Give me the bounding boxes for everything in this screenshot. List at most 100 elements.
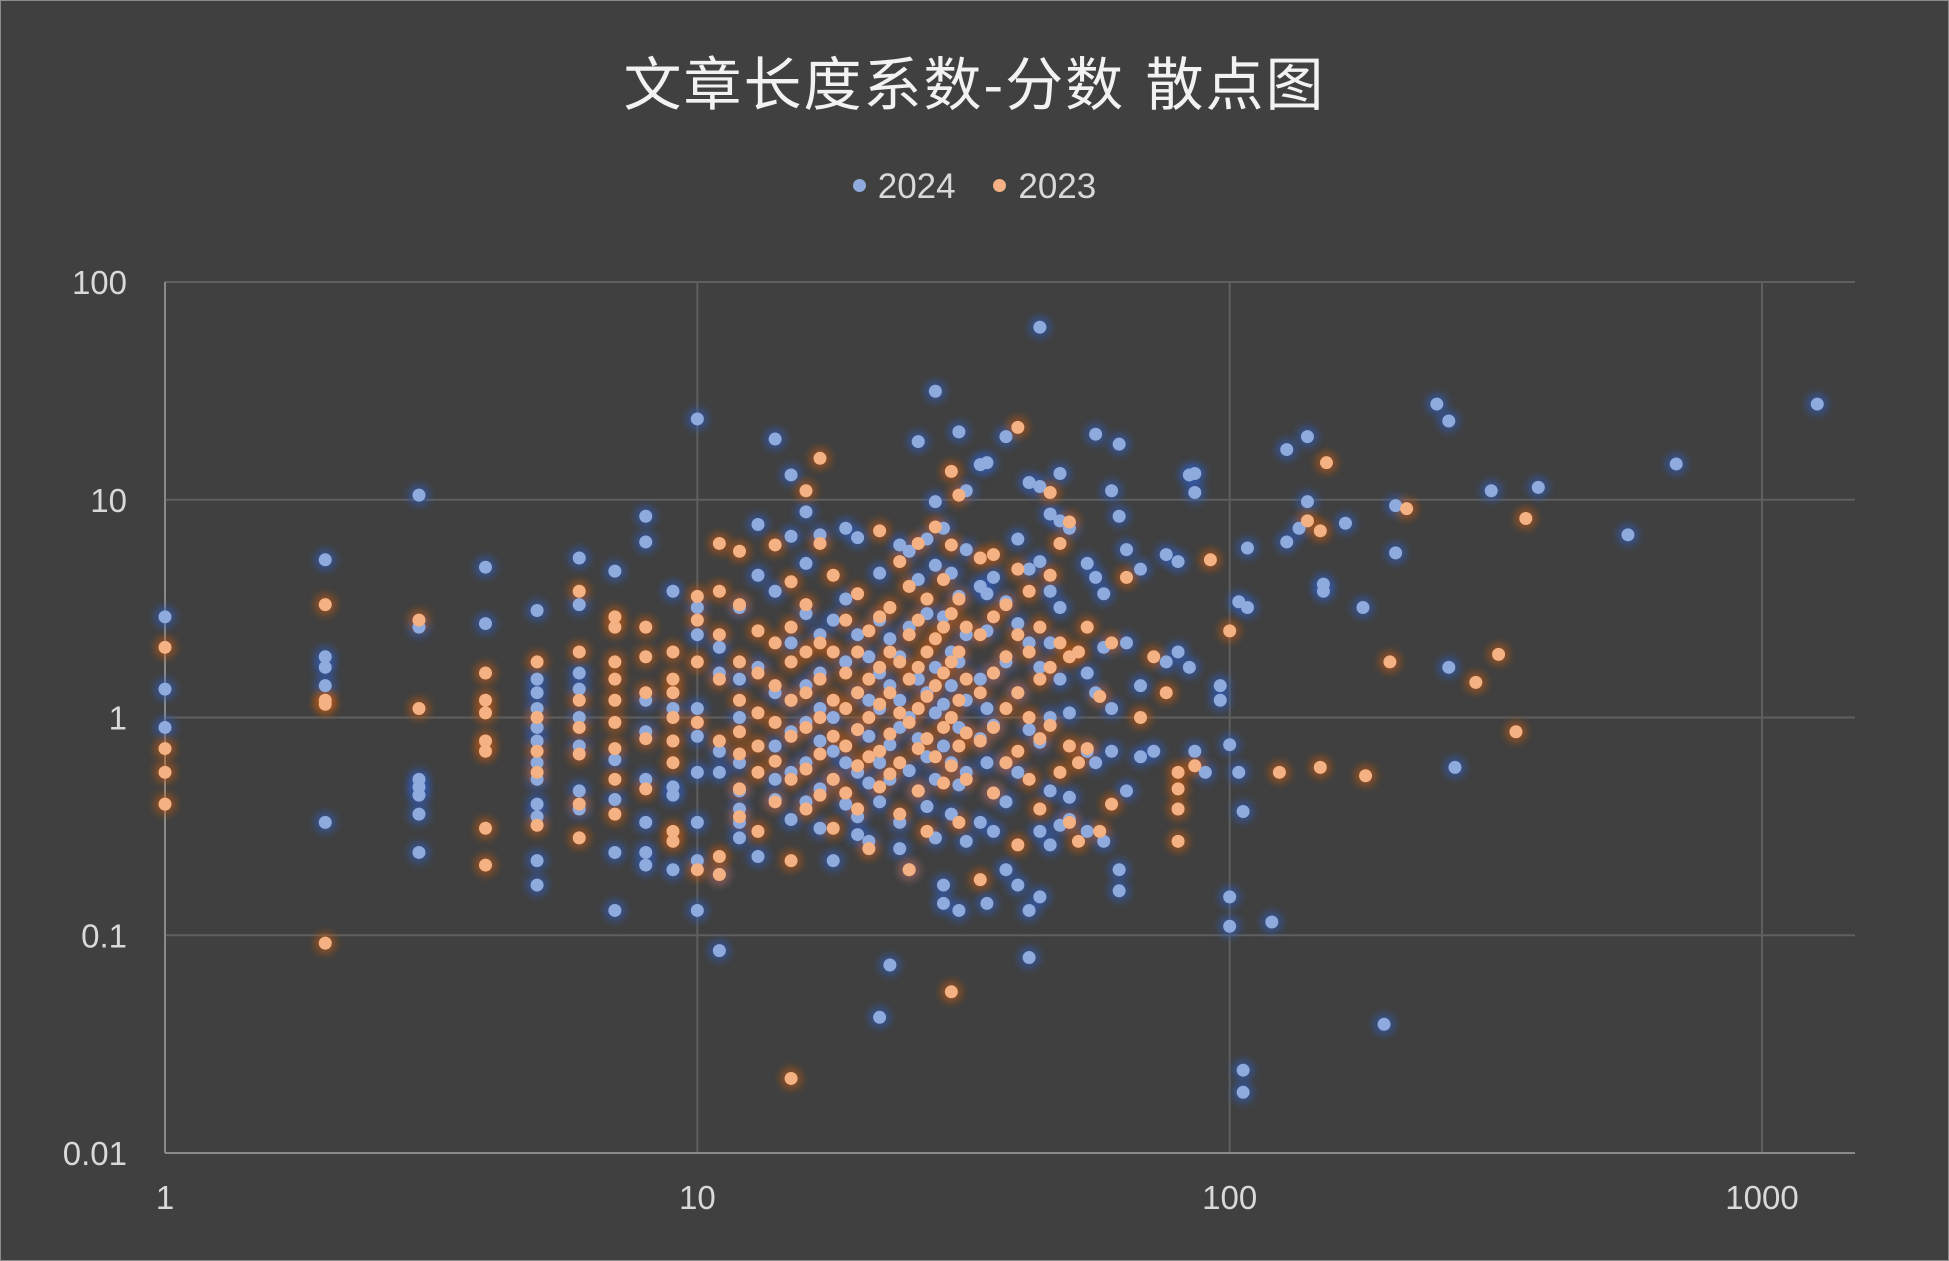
- data-point-2024: [1043, 838, 1057, 852]
- data-point-2024: [1119, 784, 1133, 798]
- data-point-2023: [944, 464, 958, 478]
- data-point-2024: [572, 598, 586, 612]
- data-point-2024: [980, 587, 994, 601]
- data-point-2024: [751, 517, 765, 531]
- data-point-2023: [911, 701, 925, 715]
- data-point-2023: [530, 818, 544, 832]
- data-point-2024: [911, 435, 925, 449]
- data-point-2024: [530, 701, 544, 715]
- data-point-2024: [1213, 693, 1227, 707]
- data-point-2024: [851, 828, 865, 842]
- data-point-2023: [936, 620, 950, 634]
- data-point-2023: [712, 868, 726, 882]
- data-point-2023: [732, 747, 746, 761]
- legend: 2024 2023: [0, 167, 1949, 207]
- data-point-2023: [911, 742, 925, 756]
- data-point-2024: [412, 807, 426, 821]
- data-point-2023: [839, 786, 853, 800]
- data-point-2024: [1105, 701, 1119, 715]
- tick-labels: 100 10 1 0.1 0.01 1 10 100 1000: [63, 264, 1799, 1216]
- data-point-2024: [1198, 765, 1212, 779]
- data-point-2023: [1093, 824, 1107, 838]
- data-point-2023: [1171, 834, 1185, 848]
- data-point-2023: [478, 734, 492, 748]
- data-point-2023: [920, 592, 934, 606]
- data-point-2023: [318, 697, 332, 711]
- data-point-2023: [826, 729, 840, 743]
- data-point-2023: [690, 589, 704, 603]
- data-point-2023: [1147, 650, 1161, 664]
- data-point-2024: [826, 613, 840, 627]
- data-point-2024: [768, 584, 782, 598]
- data-point-2024: [1292, 521, 1306, 535]
- data-point-2023: [999, 756, 1013, 770]
- data-point-2024: [768, 772, 782, 786]
- data-point-2024: [768, 432, 782, 446]
- data-point-2024: [902, 764, 916, 778]
- data-point-2024: [839, 521, 853, 535]
- data-point-2024: [1033, 480, 1047, 494]
- data-point-2024: [1080, 556, 1094, 570]
- data-point-2024: [732, 711, 746, 724]
- data-point-2024: [666, 863, 680, 877]
- data-point-2024: [608, 793, 622, 807]
- data-point-2023: [1509, 725, 1523, 739]
- data-point-2023: [959, 672, 973, 686]
- data-point-2024: [952, 425, 966, 439]
- data-point-2024: [839, 655, 853, 669]
- data-point-2023: [911, 660, 925, 674]
- data-point-2023: [826, 821, 840, 835]
- data-point-2024: [1171, 555, 1185, 569]
- data-point-2023: [639, 620, 653, 634]
- data-point-2024: [530, 686, 544, 700]
- data-point-2023: [911, 613, 925, 627]
- data-point-2023: [873, 697, 887, 711]
- data-point-2024: [936, 878, 950, 892]
- data-point-2023: [572, 584, 586, 598]
- data-point-2023: [1071, 645, 1085, 659]
- data-point-2023: [873, 660, 887, 674]
- data-point-2023: [412, 701, 426, 715]
- data-point-2024: [572, 682, 586, 696]
- y-tick-label: 0.1: [81, 917, 127, 954]
- data-point-2023: [883, 686, 897, 700]
- data-point-2023: [732, 693, 746, 707]
- data-point-2023: [883, 645, 897, 659]
- data-point-2024: [412, 788, 426, 802]
- data-point-2023: [999, 701, 1013, 715]
- data-point-2024: [1377, 1017, 1391, 1031]
- data-point-2023: [883, 601, 897, 615]
- data-point-2023: [813, 536, 827, 550]
- data-point-2024: [862, 729, 876, 743]
- data-point-2023: [911, 784, 925, 798]
- data-point-2024: [799, 505, 813, 519]
- data-point-2024: [1112, 437, 1126, 451]
- data-point-2023: [813, 788, 827, 802]
- data-point-2024: [690, 765, 704, 779]
- data-point-2023: [751, 739, 765, 753]
- data-point-2023: [768, 636, 782, 650]
- y-tick-label: 1: [109, 700, 127, 737]
- data-point-2023: [1011, 838, 1025, 852]
- data-point-2024: [608, 845, 622, 859]
- data-point-2024: [478, 617, 492, 631]
- data-point-2024: [1112, 884, 1126, 898]
- data-point-2023: [1043, 718, 1057, 732]
- data-point-2023: [1519, 512, 1533, 526]
- legend-item-2024: 2024: [852, 167, 956, 207]
- data-point-2023: [572, 831, 586, 845]
- data-point-2023: [944, 607, 958, 621]
- data-point-2024: [883, 632, 897, 646]
- data-point-2023: [1492, 647, 1506, 661]
- data-point-2023: [952, 645, 966, 659]
- data-point-2024: [1223, 890, 1237, 904]
- data-point-2024: [799, 556, 813, 570]
- data-point-2023: [666, 756, 680, 770]
- data-point-2023: [732, 655, 746, 669]
- data-point-2024: [1389, 499, 1403, 513]
- data-point-2024: [530, 854, 544, 868]
- data-point-2023: [608, 715, 622, 729]
- data-point-2024: [873, 756, 887, 770]
- data-point-2024: [980, 896, 994, 910]
- data-point-2024: [1105, 484, 1119, 498]
